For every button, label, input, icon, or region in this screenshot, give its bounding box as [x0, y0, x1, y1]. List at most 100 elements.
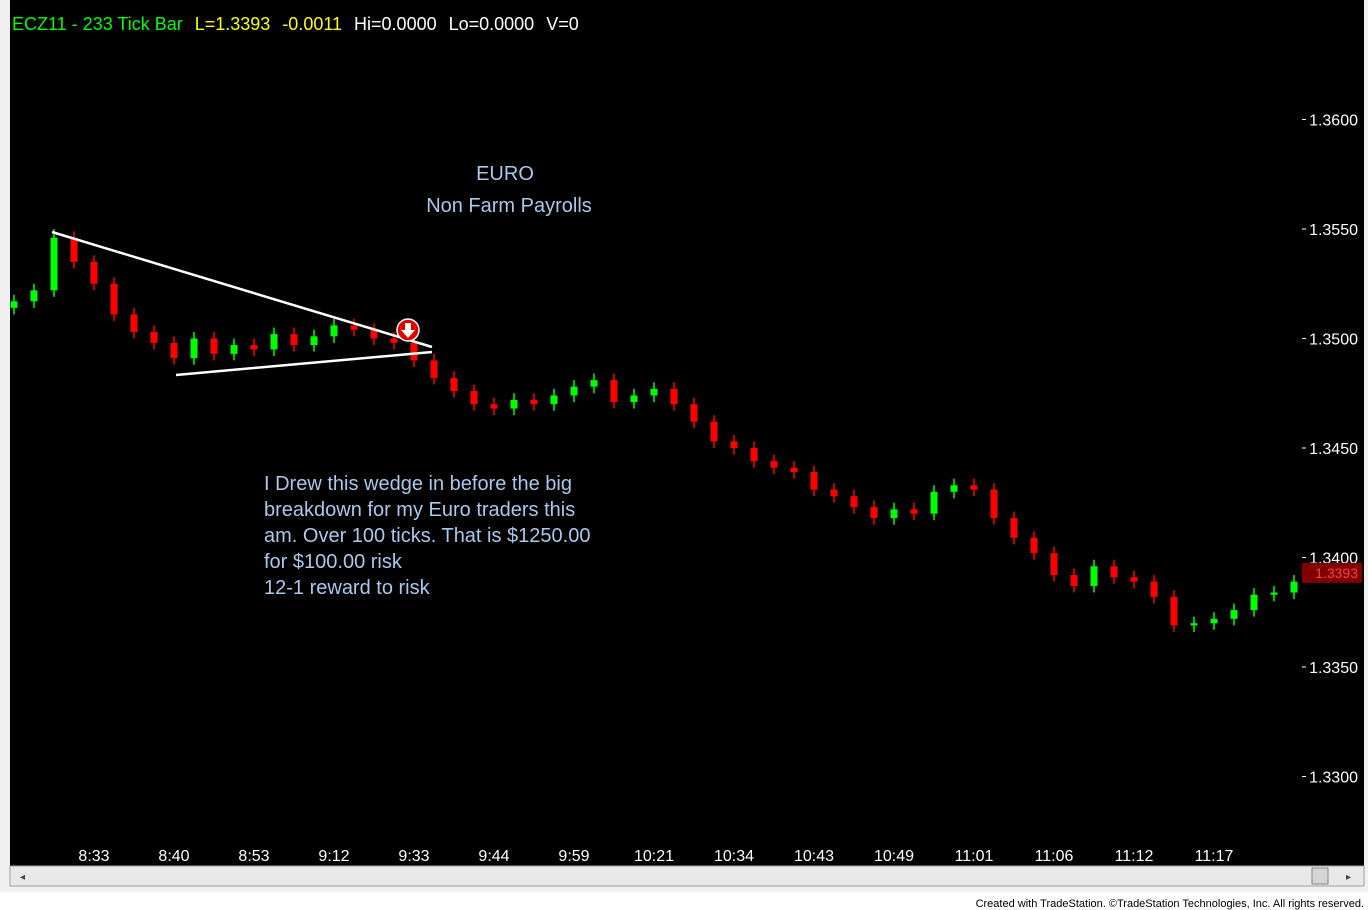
candle-body: [1250, 594, 1258, 611]
annotation: Non Farm Payrolls: [426, 195, 592, 217]
status-text: Hi=0.0000: [354, 14, 437, 34]
y-tick-label: 1.3450: [1309, 441, 1358, 458]
y-tick-label: 1.3600: [1309, 112, 1358, 129]
x-tick-label: 9:12: [318, 848, 349, 865]
note: I Drew this wedge in before the big break…: [264, 473, 590, 599]
x-tick-label: 10:49: [874, 848, 914, 865]
x-tick-label: 8:33: [78, 848, 109, 865]
candle-body: [590, 380, 598, 387]
status-text: -0.0011: [282, 14, 342, 34]
candle-body: [250, 345, 258, 350]
wedge-line: [51, 230, 433, 349]
x-tick-label: 11:01: [955, 848, 994, 865]
candle-body: [230, 345, 238, 354]
candle-body: [410, 342, 418, 361]
candle-body: [1170, 596, 1178, 626]
candle-body: [1270, 592, 1278, 595]
candle-body: [70, 237, 78, 262]
x-tick-label: 10:34: [714, 848, 754, 865]
price-tag-box: [1302, 562, 1362, 583]
sell-marker: [396, 318, 420, 342]
candle-body: [670, 388, 678, 405]
candle-body: [210, 338, 218, 354]
chart-title: ECZ11 - 233 Tick Bar: [12, 14, 183, 34]
candle-body: [1050, 553, 1058, 576]
candle-body: [630, 395, 638, 403]
note-line: I Drew this wedge in before the big: [264, 473, 572, 495]
candle-body: [570, 386, 578, 396]
scroll-left-arrow[interactable]: ◂: [20, 872, 25, 883]
candle-body: [30, 290, 38, 302]
candle-body: [130, 314, 138, 332]
candle-body: [710, 421, 718, 442]
candle-body: [470, 391, 478, 405]
candle-body: [750, 447, 758, 462]
candle-body: [950, 485, 958, 492]
status-row: ECZ11 - 233 Tick Bar L=1.3393 -0.0011 Hi=0…: [12, 14, 579, 34]
candle-body: [330, 325, 338, 337]
y-tick-label: 1.3500: [1309, 331, 1358, 348]
candle-body: [190, 338, 198, 359]
x-tick-label: 11:06: [1035, 848, 1074, 865]
candle-body: [830, 489, 838, 497]
candle-body: [170, 342, 178, 359]
candle-body: [1210, 618, 1218, 624]
scroll-right-arrow[interactable]: ▸: [1346, 872, 1351, 883]
candle-body: [430, 360, 438, 378]
y-tick-label: 1.3550: [1309, 222, 1358, 239]
candle-body: [1130, 577, 1138, 582]
candle-body: [1010, 518, 1018, 538]
candle-body: [290, 334, 298, 346]
candle-body: [850, 496, 858, 508]
note-line: am. Over 100 ticks. That is $1250.00: [264, 525, 590, 547]
note-line: 12-1 reward to risk: [264, 577, 431, 599]
x-tick-label: 9:44: [478, 848, 509, 865]
x-tick-label: 10:21: [634, 848, 674, 865]
x-tick-label: 11:17: [1195, 848, 1234, 865]
scroll-thumb[interactable]: [1311, 867, 1329, 885]
x-tick-label: 9:33: [398, 848, 429, 865]
note-line: for $100.00 risk: [264, 551, 403, 573]
candle-body: [50, 237, 58, 291]
candle-body: [350, 325, 358, 330]
x-tick-label: 11:12: [1115, 848, 1154, 865]
annotation: EURO: [476, 163, 534, 185]
candle-body: [690, 404, 698, 422]
note-line: breakdown for my Euro traders this: [264, 499, 575, 521]
footer-text: Created with TradeStation. ©TradeStation…: [976, 898, 1364, 910]
candle-body: [1230, 610, 1238, 619]
candle-body: [90, 261, 98, 284]
candle-body: [510, 399, 518, 409]
candle-body: [870, 507, 878, 519]
candle-body: [730, 441, 738, 448]
scrollbar[interactable]: [9, 865, 1365, 887]
candle-body: [810, 472, 818, 490]
x-tick-label: 8:53: [238, 848, 269, 865]
status-text: Lo=0.0000: [449, 14, 535, 34]
candle-body: [1090, 566, 1098, 586]
candle-body: [650, 388, 658, 396]
candle-body: [530, 399, 538, 405]
status-text: V=0: [546, 14, 579, 34]
candle-body: [150, 331, 158, 343]
candle-body: [110, 283, 118, 315]
candle-body: [990, 489, 998, 519]
candle-body: [1110, 566, 1118, 578]
wedge-line: [175, 350, 433, 377]
candle-body: [1030, 537, 1038, 554]
candle-body: [770, 461, 778, 468]
candle-body: [310, 336, 318, 346]
candle-body: [970, 485, 978, 490]
candle-body: [1070, 575, 1078, 586]
x-tick-label: 8:40: [158, 848, 189, 865]
plot-background: [10, 0, 1364, 866]
candle-body: [490, 404, 498, 409]
candle-body: [1290, 581, 1298, 593]
candles: [10, 228, 1298, 632]
candle-body: [450, 377, 458, 392]
candle-body: [890, 509, 898, 519]
candle-body: [1190, 623, 1198, 626]
candle-body: [910, 509, 918, 514]
